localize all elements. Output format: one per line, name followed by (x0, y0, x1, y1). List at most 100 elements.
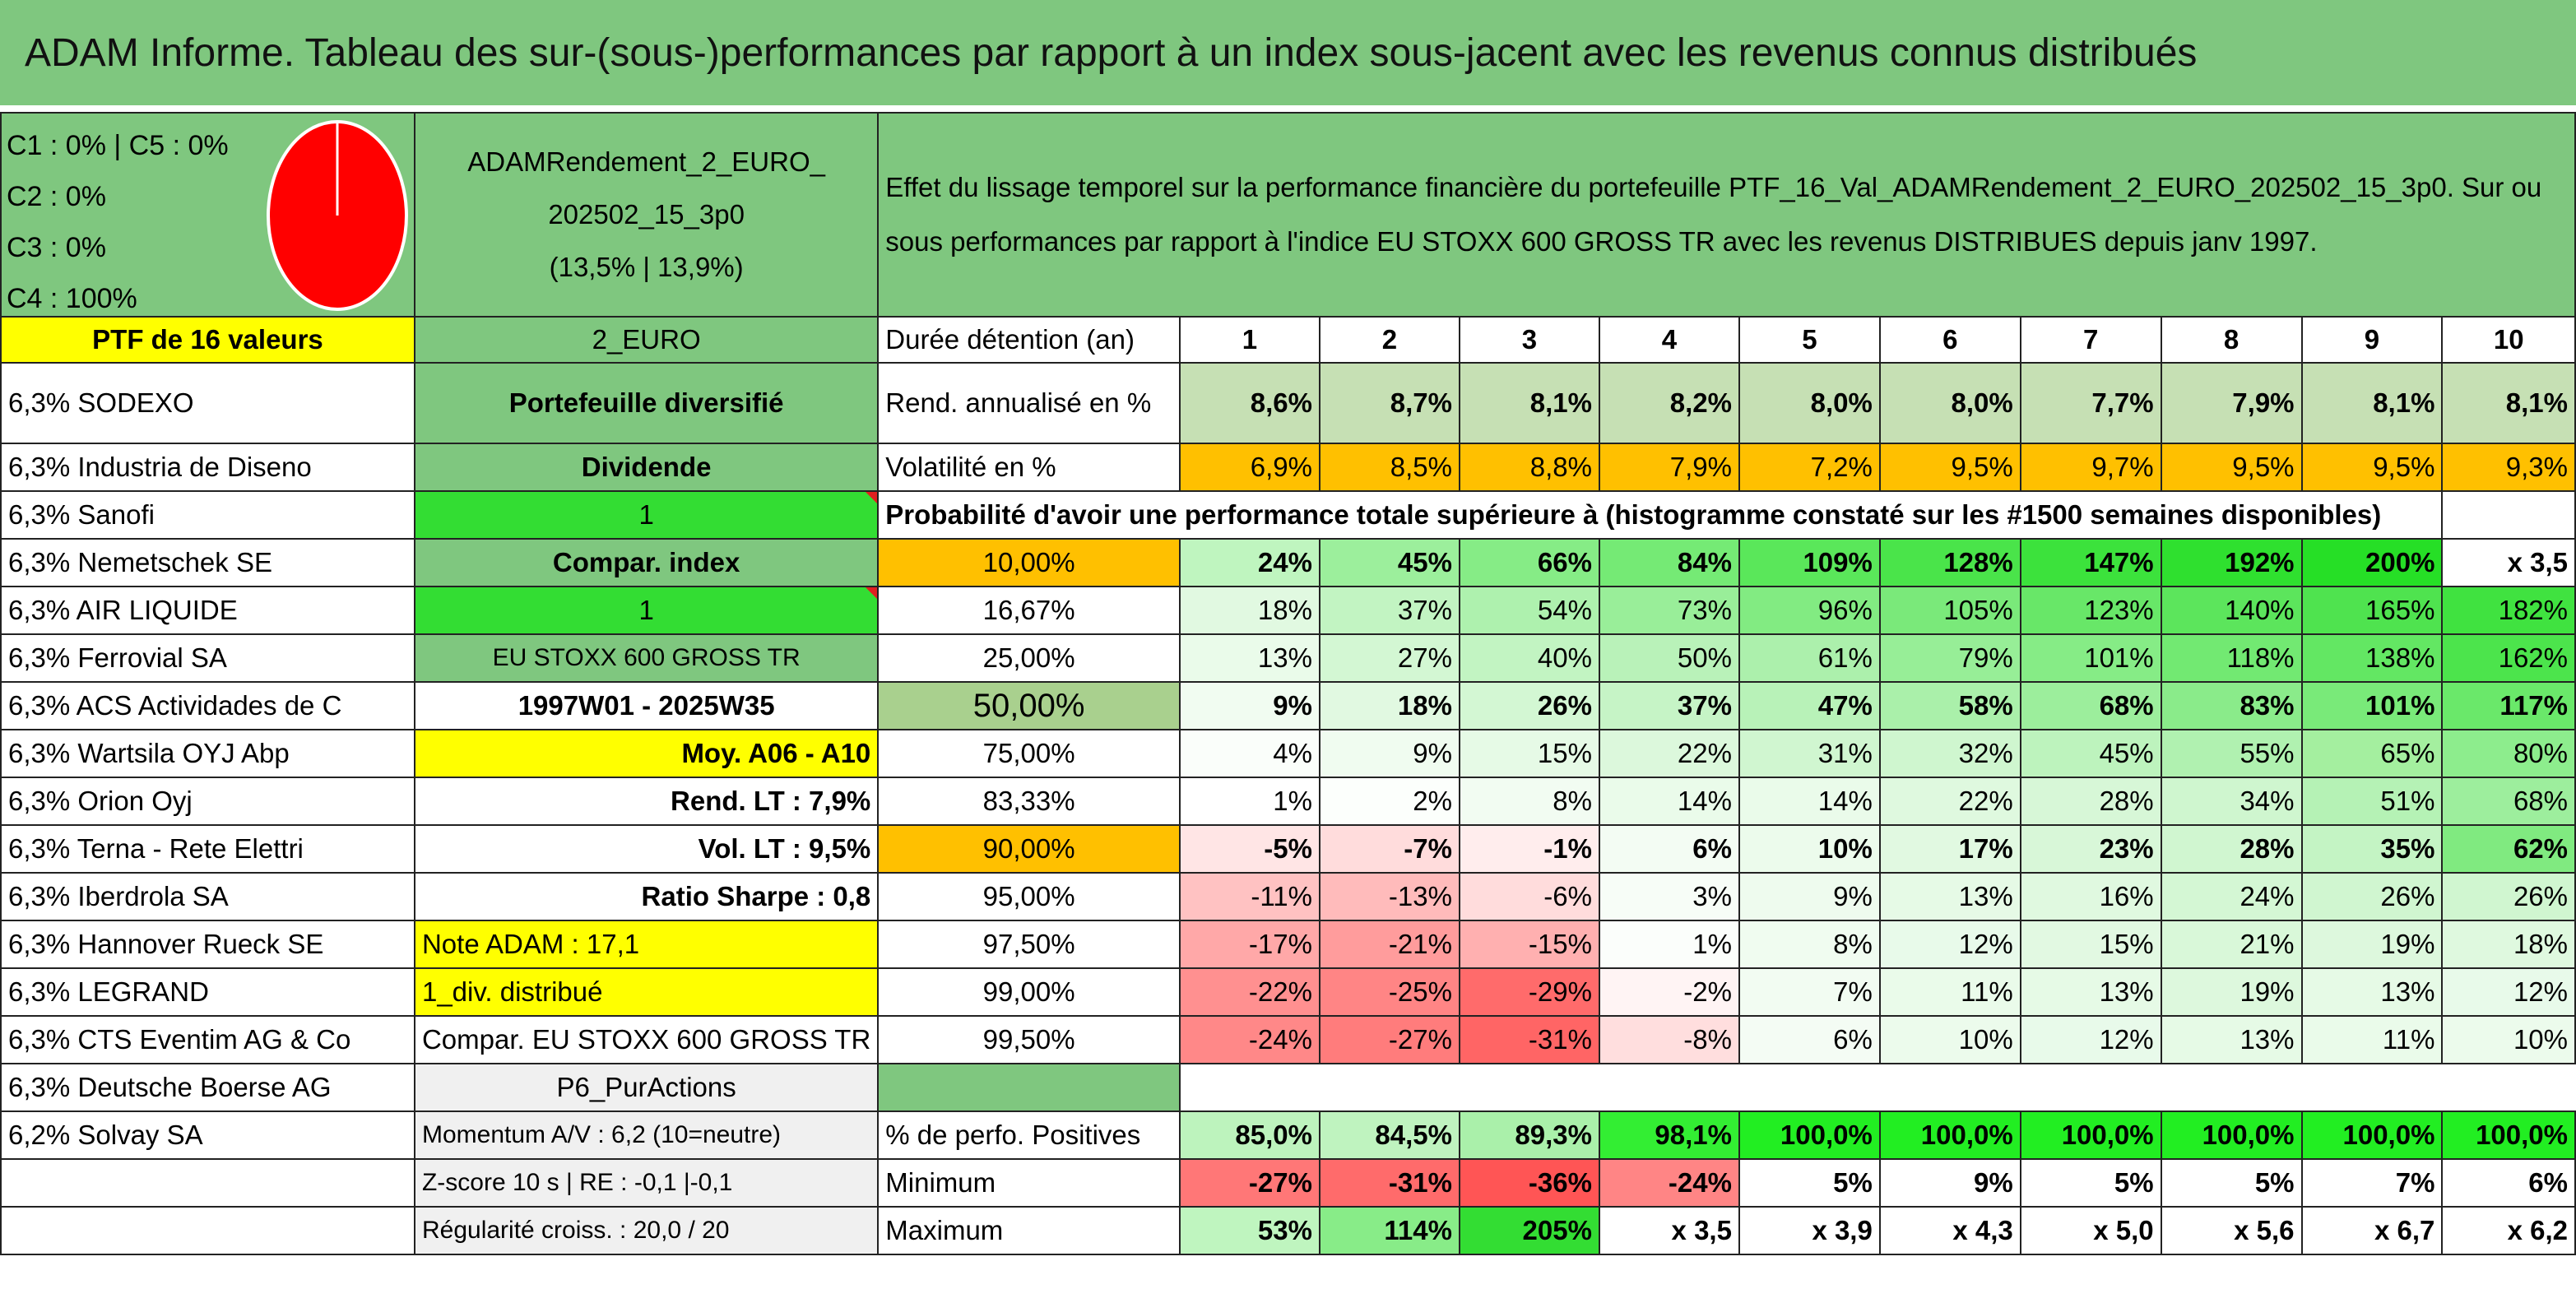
allocation-line: C2 : 0% (7, 181, 106, 212)
probability-threshold: 75,00% (877, 729, 1181, 778)
probability-value: 12% (2019, 1015, 2162, 1064)
probability-value: 13% (1878, 872, 2021, 921)
table-row: 6,3% Ferrovial SA EU STOXX 600 GROSS TR 25… (0, 633, 2576, 683)
minimum-value: 5% (1738, 1158, 1881, 1208)
table-row: 6,3% Wartsila OYJ Abp Moy. A06 - A10 75,00… (0, 729, 2576, 778)
holding-name: 6,3% Deutsche Boerse AG (0, 1063, 415, 1112)
probability-value: 22% (1878, 777, 2021, 826)
holding-name: 6,3% Wartsila OYJ Abp (0, 729, 415, 778)
positive-share-value: 100,0% (2300, 1110, 2444, 1160)
probability-value: 27% (1318, 633, 1460, 683)
holding-name: 6,3% Iberdrola SA (0, 872, 415, 921)
portfolio-name: ADAMRendement_2_EURO_ 202502_15_3p0 (13,… (413, 112, 880, 318)
holding-name: 6,3% LEGRAND (0, 967, 415, 1017)
year-header: 10 (2441, 316, 2576, 364)
probability-value: 37% (1318, 586, 1460, 635)
probability-value: -17% (1178, 920, 1320, 969)
annual-return-value: 8,6% (1178, 362, 1320, 444)
holding-name: 6,3% Orion Oyj (0, 777, 415, 826)
probability-value: 8% (1738, 920, 1881, 969)
probability-value: 13% (2019, 967, 2162, 1017)
year-header: 8 (2160, 316, 2303, 364)
probability-value: 4% (1178, 729, 1320, 778)
maximum-value: x 6,7 (2300, 1206, 2444, 1255)
portfolio-info: Portefeuille diversifié (413, 362, 880, 444)
probability-value: 10% (2441, 1015, 2576, 1064)
probability-value: 65% (2300, 729, 2444, 778)
probability-value: 6% (1598, 824, 1740, 874)
probability-value: 11% (2300, 1015, 2444, 1064)
year-header: 2 (1318, 316, 1460, 364)
volatility-value: 9,7% (2019, 443, 2162, 492)
probability-value: 26% (2300, 872, 2444, 921)
minimum-value: 5% (2160, 1158, 2303, 1208)
maximum-value: 205% (1458, 1206, 1600, 1255)
annual-return-value: 7,9% (2160, 362, 2303, 444)
probability-value: 3% (1598, 872, 1740, 921)
annual-return-value: 8,2% (1598, 362, 1740, 444)
volatility-value: 9,3% (2441, 443, 2576, 492)
portfolio-info: 1997W01 - 2025W35 (413, 681, 880, 730)
probability-threshold: 99,50% (877, 1015, 1181, 1064)
maximum-value: x 4,3 (1878, 1206, 2021, 1255)
portfolio-name-line: ADAMRendement_2_EURO_ (467, 146, 825, 177)
probability-value: 13% (2160, 1015, 2303, 1064)
probability-value: 35% (2300, 824, 2444, 874)
portfolio-info: Momentum A/V : 6,2 (10=neutre) (413, 1110, 880, 1160)
volatility-value: 7,2% (1738, 443, 1881, 492)
volatility-value: 8,5% (1318, 443, 1460, 492)
probability-value: x 3,5 (2441, 538, 2576, 587)
positive-share-value: 100,0% (2160, 1110, 2303, 1160)
probability-value: -15% (1458, 920, 1600, 969)
probability-threshold: 16,67% (877, 586, 1181, 635)
table-row: 6,3% Industria de Diseno Dividende Volatil… (0, 443, 2576, 492)
probability-value: 13% (2300, 967, 2444, 1017)
probability-value: 192% (2160, 538, 2303, 587)
year-header: 5 (1738, 316, 1881, 364)
positive-share-value: 100,0% (1878, 1110, 2021, 1160)
probability-value: 68% (2019, 681, 2162, 730)
holding-name: 6,3% SODEXO (0, 362, 415, 444)
maximum-value: 53% (1178, 1206, 1320, 1255)
volatility-value: 6,9% (1178, 443, 1320, 492)
maximum-value: x 3,9 (1738, 1206, 1881, 1255)
probability-value: 83% (2160, 681, 2303, 730)
probability-value: 14% (1738, 777, 1881, 826)
portfolio-info: Ratio Sharpe : 0,8 (413, 872, 880, 921)
table-row: 6,3% SODEXO Portefeuille diversifié Rend. … (0, 362, 2576, 444)
probability-value: 101% (2019, 633, 2162, 683)
probability-value: 6% (1738, 1015, 1881, 1064)
portfolio-info: Compar. EU STOXX 600 GROSS TR (413, 1015, 880, 1064)
probability-value: 140% (2160, 586, 2303, 635)
probability-value: 26% (2441, 872, 2576, 921)
probability-value: 10% (1878, 1015, 2021, 1064)
annual-return-value: 8,1% (2300, 362, 2444, 444)
probability-value: 138% (2300, 633, 2444, 683)
portfolio-size-label: PTF de 16 valeurs (0, 316, 415, 364)
probability-value: -13% (1318, 872, 1460, 921)
probability-value: 26% (1458, 681, 1600, 730)
minimum-value: -27% (1178, 1158, 1320, 1208)
year-header: 3 (1458, 316, 1600, 364)
probability-value: 123% (2019, 586, 2162, 635)
probability-value: 11% (1878, 967, 2021, 1017)
annual-return-value: 8,0% (1738, 362, 1881, 444)
probability-value: 18% (2441, 920, 2576, 969)
maximum-label: Maximum (877, 1206, 1181, 1255)
probability-value: 165% (2300, 586, 2444, 635)
positive-share-value: 100,0% (2441, 1110, 2576, 1160)
table-row: 6,3% CTS Eventim AG & Co Compar. EU STOXX… (0, 1015, 2576, 1064)
probability-value: 73% (1598, 586, 1740, 635)
positive-share-value: 84,5% (1318, 1110, 1460, 1160)
probability-value: 7% (1738, 967, 1881, 1017)
empty-cell (877, 1063, 1181, 1112)
probability-value: 117% (2441, 681, 2576, 730)
report-title: ADAM Informe. Tableau des sur-(sous-)per… (0, 0, 2576, 105)
performance-table: C1 : 0% | C5 : 0% C2 : 0% C3 : 0% C4 : 1… (0, 112, 2576, 1255)
probability-threshold: 90,00% (877, 824, 1181, 874)
table-row: 6,3% Terna - Rete Elettri Vol. LT : 9,5% 9… (0, 824, 2576, 874)
table-row: Régularité croiss. : 20,0 / 20 Maximum 53%… (0, 1206, 2576, 1255)
probability-value: -6% (1458, 872, 1600, 921)
table-row: 6,3% Nemetschek SE Compar. index 10,00% 24%… (0, 538, 2576, 587)
